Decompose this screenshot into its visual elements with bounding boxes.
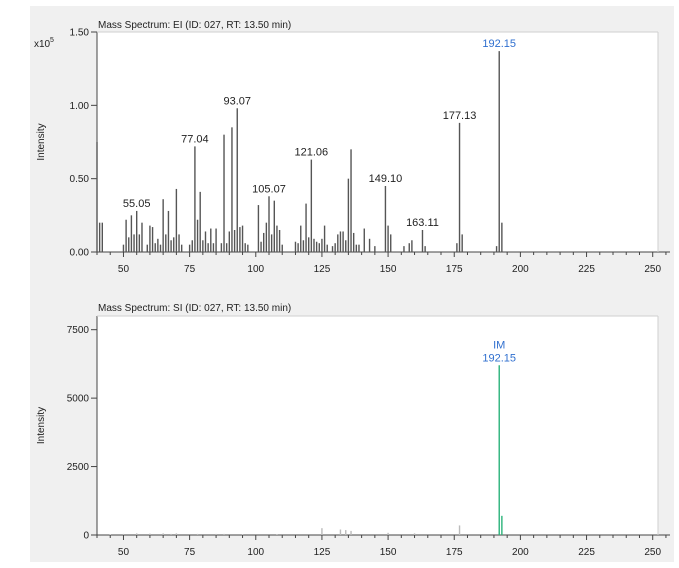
peak-label: 177.13: [443, 110, 477, 122]
x-tick-label: 250: [644, 264, 661, 275]
peak-label: 77.04: [181, 133, 209, 145]
plot-area: [97, 32, 658, 252]
plot-area: [97, 316, 658, 535]
y-tick-label: 7500: [67, 325, 90, 336]
x-tick-label: 175: [446, 264, 463, 275]
x-tick-label: 225: [578, 547, 595, 558]
x-tick-label: 250: [644, 547, 661, 558]
peak-label: 192.15: [482, 38, 516, 50]
x-tick-label: 200: [512, 547, 529, 558]
peak-label: 192.15: [482, 352, 516, 364]
y-multiplier: x10: [34, 39, 51, 50]
x-tick-label: 150: [380, 547, 397, 558]
si-spectrum-panel: Mass Spectrum: SI (ID: 027, RT: 13.50 mi…: [36, 303, 670, 558]
chart-title: Mass Spectrum: EI (ID: 027, RT: 13.50 mi…: [98, 20, 291, 31]
x-tick-label: 100: [247, 547, 264, 558]
y-axis-label: Intensity: [36, 123, 47, 160]
peak-label: 105.07: [252, 183, 286, 195]
peak-label: 55.05: [123, 198, 151, 210]
x-tick-label: 75: [184, 547, 196, 558]
chart-title: Mass Spectrum: SI (ID: 027, RT: 13.50 mi…: [98, 303, 291, 314]
peak-tag: IM: [493, 339, 505, 351]
x-tick-label: 150: [380, 264, 397, 275]
y-tick-label: 0: [83, 531, 89, 542]
x-tick-label: 100: [247, 264, 264, 275]
peak-label: 93.07: [223, 95, 251, 107]
x-tick-label: 50: [118, 547, 130, 558]
y-tick-label: 2500: [67, 462, 90, 473]
ei-spectrum-panel: Mass Spectrum: EI (ID: 027, RT: 13.50 mi…: [34, 20, 670, 275]
x-tick-label: 175: [446, 547, 463, 558]
y-tick-label: 0.50: [70, 174, 90, 185]
x-tick-label: 50: [118, 264, 130, 275]
x-tick-label: 225: [578, 264, 595, 275]
y-tick-label: 5000: [67, 394, 90, 405]
y-tick-label: 1.00: [70, 101, 90, 112]
peak-label: 149.10: [369, 173, 403, 185]
peak-label: 163.11: [406, 217, 439, 229]
y-tick-label: 1.50: [70, 28, 90, 39]
y-axis-label: Intensity: [36, 407, 47, 444]
y-multiplier-exponent: 5: [50, 37, 54, 44]
x-tick-label: 125: [314, 547, 331, 558]
x-tick-label: 75: [184, 264, 196, 275]
x-tick-label: 125: [314, 264, 331, 275]
y-tick-label: 0.00: [70, 248, 90, 259]
x-tick-label: 200: [512, 264, 529, 275]
peak-label: 121.06: [295, 147, 329, 159]
